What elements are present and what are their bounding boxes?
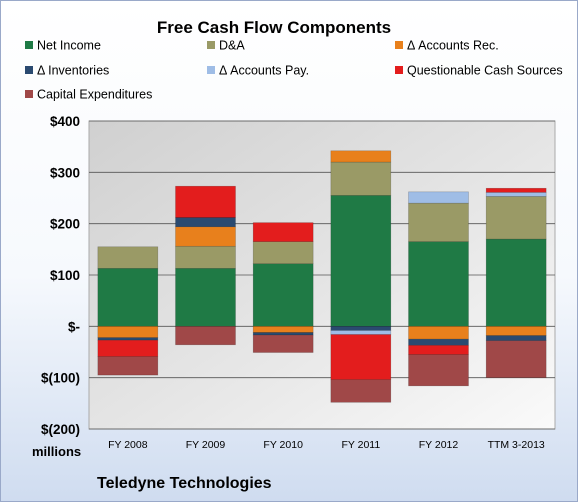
bar-segment-delta-accounts-rec bbox=[175, 226, 236, 247]
legend-swatch-delta-accounts-pay bbox=[207, 66, 215, 74]
x-axis-ticks: FY 2008 FY 2009 FY 2010 FY 2011 FY 2012 TTM 3… bbox=[108, 439, 545, 451]
bar-segment-delta-accounts-rec bbox=[97, 326, 159, 338]
legend-swatch-capital-expenditures bbox=[25, 90, 33, 98]
bar-segment-net-income bbox=[175, 268, 236, 327]
legend-label-capital-expenditures: Capital Expenditures bbox=[37, 88, 152, 102]
bar-segment-delta-inventories bbox=[408, 338, 469, 346]
bar-segment-danda bbox=[252, 241, 314, 265]
bar-segment-questionable-cash-sources bbox=[97, 339, 159, 357]
legend-label-delta-inventories: Δ Inventories bbox=[37, 64, 109, 78]
bar-segment-net-income bbox=[485, 238, 547, 327]
bars bbox=[97, 150, 547, 403]
bar-segment-delta-inventories bbox=[97, 337, 159, 341]
y-axis-ticks: $(200) $(100) $- $100 $200 $300 $400 bbox=[41, 114, 80, 437]
legend-swatch-danda bbox=[207, 41, 215, 49]
x-tick-label: TTM 3-2013 bbox=[488, 439, 545, 451]
y-tick-label: $300 bbox=[50, 165, 80, 180]
x-tick-label: FY 2009 bbox=[186, 439, 226, 451]
bar-segment-questionable-cash-sources bbox=[175, 185, 236, 218]
bar-segment-delta-accounts-rec bbox=[330, 150, 392, 163]
legend-label-net-income: Net Income bbox=[37, 39, 101, 53]
bar-segment-delta-accounts-rec bbox=[485, 326, 547, 336]
legend-label-questionable-cash-sources: Questionable Cash Sources bbox=[407, 64, 563, 78]
y-tick-label: $100 bbox=[50, 268, 80, 283]
bar-segment-capital-expenditures bbox=[408, 354, 469, 387]
bar-segment-delta-inventories bbox=[175, 217, 236, 228]
bar-segment-questionable-cash-sources bbox=[408, 345, 469, 355]
y-tick-label: $200 bbox=[50, 217, 80, 232]
y-tick-label: $(200) bbox=[41, 422, 80, 437]
y-tick-label: $(100) bbox=[41, 371, 80, 386]
bar-segment-delta-accounts-pay bbox=[408, 191, 469, 204]
bar-segment-danda bbox=[175, 245, 236, 269]
chart-title: Free Cash Flow Components bbox=[157, 18, 391, 37]
y-axis-unit-label: millions bbox=[32, 444, 81, 459]
gridlines bbox=[89, 120, 555, 430]
y-tick-label: $- bbox=[68, 319, 80, 334]
bar-segment-capital-expenditures bbox=[252, 334, 314, 353]
bar-segment-capital-expenditures bbox=[175, 326, 236, 346]
bar-segment-danda bbox=[485, 196, 547, 240]
x-tick-label: FY 2008 bbox=[108, 439, 148, 451]
bar-segment-danda bbox=[408, 202, 469, 242]
bar-segment-net-income bbox=[408, 241, 469, 327]
bar-segment-danda bbox=[330, 161, 392, 196]
bar-segment-delta-accounts-rec bbox=[408, 326, 469, 340]
bar-segment-net-income bbox=[252, 263, 314, 327]
bar-segment-questionable-cash-sources bbox=[485, 187, 547, 193]
bar-segment-delta-accounts-pay bbox=[330, 330, 392, 335]
bar-segment-delta-inventories bbox=[252, 332, 314, 336]
legend-label-danda: D&A bbox=[219, 39, 245, 53]
bar-segment-delta-inventories bbox=[485, 335, 547, 342]
bar-segment-danda bbox=[97, 246, 159, 269]
x-tick-label: FY 2012 bbox=[419, 439, 459, 451]
legend-swatch-net-income bbox=[25, 41, 33, 49]
bar-segment-delta-accounts-pay bbox=[485, 192, 547, 197]
bar-segment-net-income bbox=[97, 268, 159, 327]
company-name: Teledyne Technologies bbox=[97, 475, 272, 492]
bar-segment-capital-expenditures bbox=[330, 379, 392, 403]
legend-swatch-delta-inventories bbox=[25, 66, 33, 74]
bar-segment-delta-inventories bbox=[330, 326, 392, 331]
legend-label-delta-accounts-rec: Δ Accounts Rec. bbox=[407, 39, 499, 53]
legend-swatch-questionable-cash-sources bbox=[395, 66, 403, 74]
legend: Net Income D&A Δ Accounts Rec. Δ Inventorie… bbox=[25, 39, 563, 102]
x-tick-label: FY 2011 bbox=[341, 439, 380, 451]
bar-segment-questionable-cash-sources bbox=[252, 222, 314, 242]
bar-segment-net-income bbox=[330, 195, 392, 327]
y-tick-label: $400 bbox=[50, 114, 80, 129]
bar-segment-capital-expenditures bbox=[485, 340, 547, 378]
x-tick-label: FY 2010 bbox=[263, 439, 303, 451]
legend-swatch-delta-accounts-rec bbox=[395, 41, 403, 49]
bar-segment-questionable-cash-sources bbox=[330, 334, 392, 381]
bar-segment-capital-expenditures bbox=[97, 356, 159, 376]
bar-segment-delta-accounts-rec bbox=[252, 326, 314, 333]
legend-label-delta-accounts-pay: Δ Accounts Pay. bbox=[219, 64, 309, 78]
